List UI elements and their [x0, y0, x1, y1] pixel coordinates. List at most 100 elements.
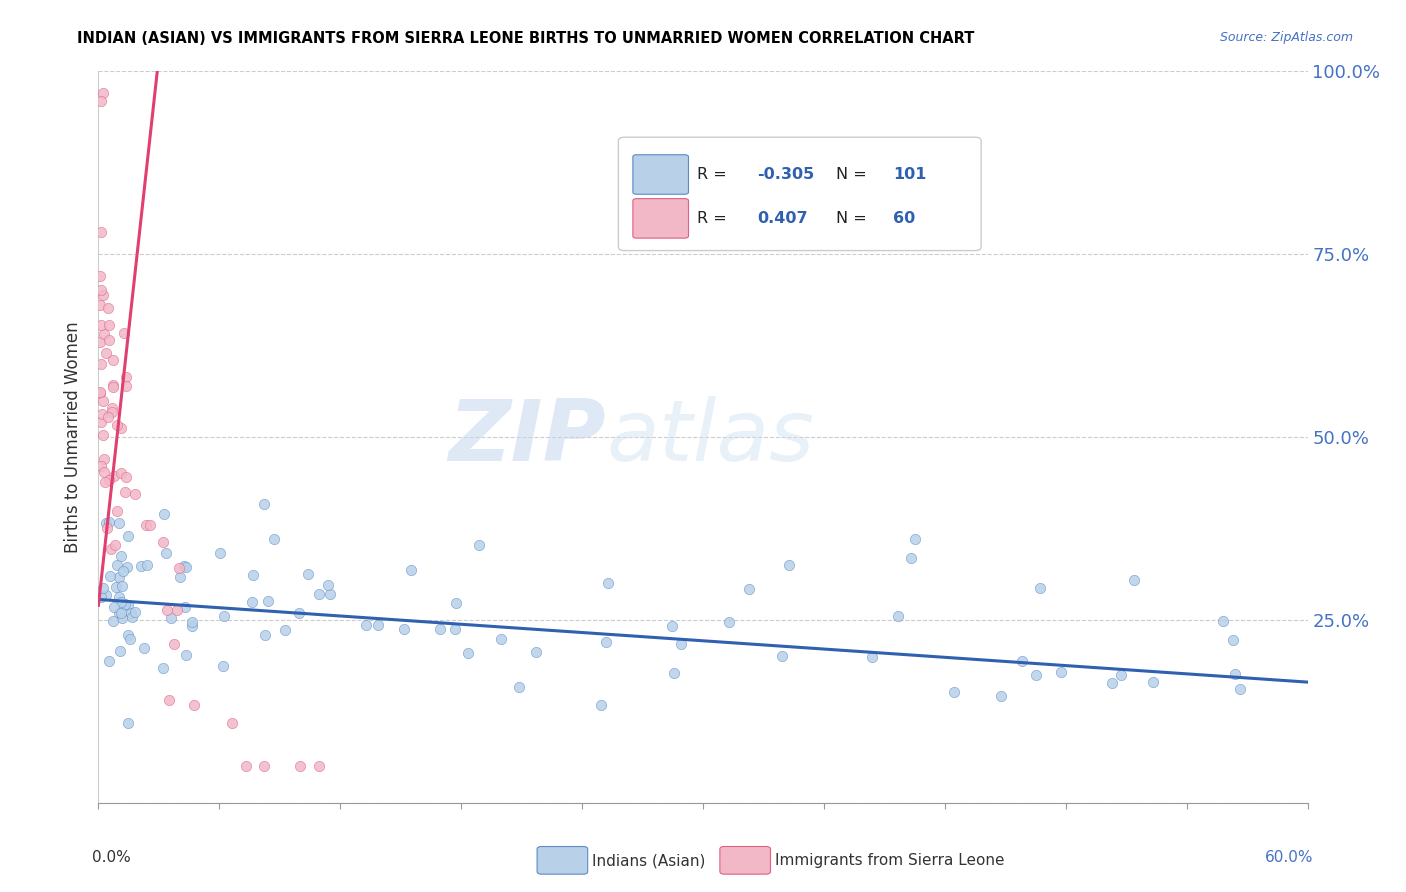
- Text: 60: 60: [893, 211, 915, 226]
- Point: [89, 334, 111, 349]
- Point: [167, 560, 190, 574]
- Point: [235, 759, 257, 773]
- Point: [778, 558, 800, 572]
- Text: R =: R =: [697, 167, 733, 182]
- Point: [671, 637, 693, 651]
- Point: [110, 594, 132, 608]
- Point: [110, 467, 132, 481]
- Point: [443, 622, 465, 636]
- Point: [100, 542, 122, 557]
- Point: [101, 380, 124, 394]
- Point: [153, 507, 176, 521]
- Point: [288, 607, 311, 621]
- Point: [108, 570, 131, 584]
- Text: 60.0%: 60.0%: [1265, 850, 1313, 865]
- Point: [152, 661, 174, 675]
- Point: [114, 597, 136, 611]
- Point: [263, 532, 285, 546]
- Point: [110, 579, 132, 593]
- Text: N =: N =: [837, 211, 872, 226]
- Point: [176, 648, 198, 662]
- Point: [90, 458, 112, 473]
- Point: [91, 87, 114, 101]
- Point: [105, 558, 128, 572]
- Point: [174, 560, 197, 574]
- Text: 0.0%: 0.0%: [93, 850, 131, 865]
- Point: [661, 619, 683, 633]
- Point: [103, 600, 125, 615]
- Point: [101, 614, 124, 628]
- Point: [90, 591, 112, 605]
- Point: [399, 563, 422, 577]
- Point: [211, 659, 233, 673]
- Point: [90, 283, 112, 297]
- Point: [181, 619, 204, 633]
- Point: [173, 559, 195, 574]
- Text: 101: 101: [893, 167, 927, 182]
- Point: [100, 401, 122, 416]
- Point: [90, 225, 112, 239]
- Point: [209, 546, 232, 560]
- Point: [242, 568, 264, 582]
- Point: [114, 484, 136, 499]
- Text: R =: R =: [697, 211, 733, 226]
- Point: [115, 378, 138, 392]
- Point: [1029, 582, 1052, 596]
- Point: [1223, 666, 1246, 681]
- Point: [242, 595, 264, 609]
- Point: [1050, 665, 1073, 680]
- Point: [166, 603, 188, 617]
- Point: [1212, 614, 1234, 628]
- Y-axis label: Births to Unmarried Women: Births to Unmarried Women: [65, 321, 83, 553]
- Point: [157, 692, 180, 706]
- Point: [96, 589, 118, 603]
- Point: [98, 334, 121, 348]
- Point: [110, 610, 132, 624]
- Point: [93, 327, 115, 342]
- Point: [90, 416, 112, 430]
- Point: [120, 632, 142, 647]
- Point: [943, 684, 966, 698]
- Point: [508, 680, 530, 694]
- Point: [1122, 573, 1144, 587]
- Point: [110, 549, 132, 563]
- FancyBboxPatch shape: [619, 137, 981, 251]
- Point: [662, 665, 685, 680]
- Point: [115, 560, 138, 574]
- Point: [589, 698, 612, 712]
- Point: [114, 326, 136, 341]
- Point: [112, 564, 135, 578]
- Point: [1229, 681, 1251, 696]
- Point: [253, 497, 276, 511]
- Point: [117, 529, 139, 543]
- Point: [129, 559, 152, 574]
- Point: [429, 622, 451, 636]
- Point: [132, 641, 155, 656]
- Point: [108, 643, 131, 657]
- Text: atlas: atlas: [606, 395, 814, 479]
- Point: [96, 520, 118, 534]
- Point: [97, 301, 120, 315]
- Point: [94, 345, 117, 359]
- Point: [89, 298, 111, 312]
- Point: [97, 409, 120, 424]
- Point: [214, 608, 236, 623]
- Point: [770, 649, 793, 664]
- Text: N =: N =: [837, 167, 872, 182]
- Point: [174, 600, 197, 615]
- Point: [120, 606, 142, 620]
- Point: [97, 318, 120, 332]
- Point: [90, 94, 112, 108]
- FancyBboxPatch shape: [633, 154, 689, 194]
- Point: [155, 546, 177, 560]
- Point: [1142, 674, 1164, 689]
- Text: Immigrants from Sierra Leone: Immigrants from Sierra Leone: [775, 854, 1004, 868]
- Point: [183, 698, 205, 712]
- Point: [253, 759, 276, 773]
- Point: [110, 607, 132, 621]
- Point: [595, 635, 617, 649]
- Point: [596, 575, 619, 590]
- Point: [367, 618, 389, 632]
- Point: [110, 421, 132, 435]
- Point: [297, 566, 319, 581]
